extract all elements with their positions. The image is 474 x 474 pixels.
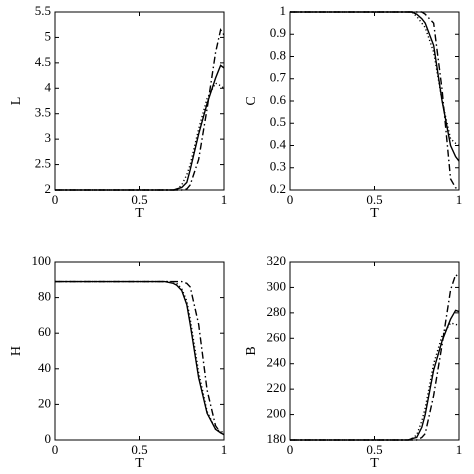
- y-tick-label: 0.6: [270, 92, 287, 107]
- data-line: [290, 11, 459, 189]
- data-line: [290, 11, 460, 162]
- x-axis-label: T: [370, 206, 379, 221]
- x-axis-label: T: [135, 456, 144, 471]
- axes-box: [54, 11, 225, 191]
- y-tick-label: 5: [45, 28, 52, 43]
- x-tick-label: 1: [456, 192, 463, 207]
- x-tick-label: 0.5: [131, 192, 147, 207]
- y-tick-label: 260: [267, 329, 287, 344]
- data-line: [55, 28, 225, 191]
- x-tick-label: 0.5: [366, 192, 382, 207]
- y-tick-label: 60: [38, 324, 51, 339]
- axes-box: [289, 261, 460, 441]
- data-line: [290, 11, 460, 147]
- y-tick-label: 4.5: [35, 54, 51, 69]
- y-tick-label: 0.3: [270, 159, 286, 174]
- y-axis-label: H: [9, 346, 24, 356]
- y-tick-label: 0.2: [270, 181, 286, 196]
- x-tick-label: 1: [221, 442, 228, 457]
- x-tick-label: 0: [287, 442, 294, 457]
- data-line: [55, 82, 225, 191]
- data-line: [290, 322, 460, 441]
- y-tick-label: 200: [267, 406, 287, 421]
- y-tick-label: 320: [267, 253, 287, 268]
- y-tick-label: 240: [267, 355, 287, 370]
- x-tick-label: 0: [52, 442, 59, 457]
- y-tick-label: 40: [38, 360, 51, 375]
- y-tick-label: 0.7: [270, 70, 287, 85]
- x-tick-label: 0: [287, 192, 294, 207]
- y-tick-label: 300: [267, 278, 287, 293]
- x-axis-label: T: [370, 456, 379, 471]
- y-tick-label: 0.9: [270, 25, 286, 40]
- data-line: [55, 280, 225, 436]
- y-tick-label: 4: [45, 79, 52, 94]
- y-tick-label: 0.5: [270, 114, 286, 129]
- y-tick-label: 220: [267, 380, 287, 395]
- x-tick-label: 0.5: [366, 442, 382, 457]
- axes-box: [54, 261, 225, 441]
- x-axis-label: T: [135, 206, 144, 221]
- y-tick-label: 280: [267, 304, 287, 319]
- data-line: [55, 280, 225, 434]
- y-tick-label: 2: [45, 181, 52, 196]
- x-tick-label: 0.5: [131, 442, 147, 457]
- y-tick-label: 0.4: [270, 136, 287, 151]
- y-tick-label: 0: [45, 431, 52, 446]
- y-tick-label: 5.5: [35, 3, 51, 18]
- y-tick-label: 100: [32, 253, 52, 268]
- x-tick-label: 0: [52, 192, 59, 207]
- data-line: [290, 309, 460, 441]
- axes-box: [289, 11, 460, 191]
- y-tick-label: 20: [38, 395, 51, 410]
- y-tick-label: 2.5: [35, 156, 51, 171]
- data-line: [55, 280, 225, 436]
- y-axis-label: B: [244, 346, 259, 355]
- y-axis-label: C: [244, 96, 259, 105]
- y-tick-label: 3: [45, 130, 52, 145]
- y-tick-label: 3.5: [35, 105, 51, 120]
- y-tick-label: 0.8: [270, 47, 286, 62]
- y-tick-label: 1: [280, 3, 287, 18]
- y-axis-label: L: [9, 97, 24, 106]
- y-tick-label: 80: [38, 289, 51, 304]
- y-tick-label: 180: [267, 431, 287, 446]
- data-line: [290, 273, 460, 441]
- x-tick-label: 1: [456, 442, 463, 457]
- x-tick-label: 1: [221, 192, 228, 207]
